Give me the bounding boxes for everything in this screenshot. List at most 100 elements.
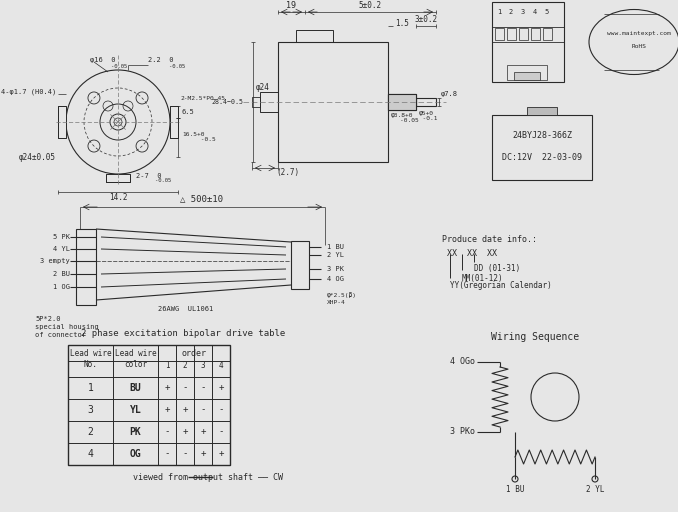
Text: 3 PK: 3 PK [327,266,344,272]
Text: φ5+0
  -0.1: φ5+0 -0.1 [415,111,437,121]
Text: φ*2.5(β): φ*2.5(β) [327,292,357,298]
Text: 1.5: 1.5 [395,18,409,28]
Bar [492,2,564,82]
Bar [507,65,547,80]
Text: 5±0.2: 5±0.2 [359,1,382,10]
Text: Wiring Sequence: Wiring Sequence [491,332,579,342]
Text: 4: 4 [533,9,537,15]
Text: 5P*2.0: 5P*2.0 [35,316,60,322]
Text: 2-7  0: 2-7 0 [136,173,161,179]
Text: 4 OG: 4 OG [327,276,344,282]
Text: -: - [218,428,224,437]
Text: 1: 1 [165,361,170,371]
Text: -0.05: -0.05 [156,63,185,69]
Bar [388,94,416,110]
Bar [507,28,516,40]
Text: OG: OG [129,449,142,459]
Text: +: + [164,406,170,415]
Text: YL: YL [129,405,142,415]
Bar [278,42,388,162]
Text: (2.7): (2.7) [277,167,300,177]
Text: 4: 4 [219,361,223,371]
Text: MM(01-12): MM(01-12) [462,273,504,283]
Text: +: + [218,450,224,459]
Text: 5: 5 [545,9,549,15]
Text: 1 BU: 1 BU [327,244,344,250]
Text: 4 YL: 4 YL [53,246,70,252]
Text: order: order [182,349,207,357]
Text: △ 500±10: △ 500±10 [180,195,224,203]
Text: -: - [218,406,224,415]
Text: 4: 4 [87,449,94,459]
Text: 2: 2 [87,427,94,437]
Text: 2 BU: 2 BU [53,271,70,277]
Text: DD (01-31): DD (01-31) [474,264,520,272]
Bar [514,72,540,80]
Text: -: - [200,383,205,393]
Text: φ16  0: φ16 0 [90,57,115,63]
Bar [519,28,528,40]
Text: -: - [164,450,170,459]
Text: φ7.8: φ7.8 [441,91,458,97]
Text: XHP-4: XHP-4 [327,301,346,306]
Text: 3±0.2: 3±0.2 [414,14,437,24]
Polygon shape [58,106,66,138]
Text: 3 PKo: 3 PKo [450,428,475,437]
Bar [527,107,557,115]
Text: 14.2: 14.2 [108,194,127,203]
Text: 3: 3 [521,9,525,15]
Bar [291,241,309,289]
Text: -0.05: -0.05 [98,63,127,69]
Text: +: + [200,428,205,437]
Text: XX  XX  XX: XX XX XX [447,249,497,259]
Text: +: + [182,406,188,415]
Text: DC:12V  22-03-09: DC:12V 22-03-09 [502,153,582,161]
Text: of connector: of connector [35,332,86,338]
Text: viewed from output shaft —— CW: viewed from output shaft —— CW [133,473,283,481]
Text: Lead wire
No.: Lead wire No. [70,349,111,369]
Text: -: - [182,383,188,393]
Bar [492,115,592,180]
Polygon shape [106,174,130,182]
Text: φ3.8+0
    -0.05: φ3.8+0 -0.05 [385,113,419,123]
Text: -: - [200,406,205,415]
Text: 24BYJ28-366Z: 24BYJ28-366Z [512,131,572,139]
Text: +: + [164,383,170,393]
Text: 6.5: 6.5 [182,109,195,115]
Bar [543,28,552,40]
Text: 26AWG  UL1061: 26AWG UL1061 [159,306,214,312]
Text: 1 BU: 1 BU [506,484,524,494]
Text: 1 OG: 1 OG [53,284,70,290]
Text: 1: 1 [497,9,501,15]
Text: 16.5+0
     -0.5: 16.5+0 -0.5 [182,132,216,142]
Text: φ24±0.05: φ24±0.05 [19,153,56,161]
Text: 2: 2 [182,361,187,371]
Text: special housing: special housing [35,324,99,330]
Text: φ24: φ24 [256,82,270,92]
Bar [260,92,278,112]
Bar [531,28,540,40]
Polygon shape [170,106,178,138]
Text: +: + [182,428,188,437]
Text: YY(Gregorian Calendar): YY(Gregorian Calendar) [450,282,552,290]
Text: 3 empty: 3 empty [40,258,70,264]
Text: 2 YL: 2 YL [586,484,604,494]
Text: Produce date info.:: Produce date info.: [442,236,537,245]
Text: BU: BU [129,383,142,393]
Text: 2-M2.5*P0.45: 2-M2.5*P0.45 [180,96,225,100]
Bar [68,345,230,465]
Text: 4-φ1.7 (H0.4): 4-φ1.7 (H0.4) [1,89,56,95]
Text: www.maintexpt.com: www.maintexpt.com [607,32,671,36]
Bar [416,98,436,106]
Text: 4 OGo: 4 OGo [450,357,475,367]
Bar [76,229,96,305]
Bar [388,94,416,110]
Text: 1: 1 [87,383,94,393]
Text: -: - [164,428,170,437]
Bar [495,28,504,40]
Text: 3: 3 [201,361,205,371]
Text: 5 PK: 5 PK [53,234,70,240]
Text: Lead wire
color: Lead wire color [115,349,157,369]
Text: +: + [218,383,224,393]
Text: +: + [200,450,205,459]
